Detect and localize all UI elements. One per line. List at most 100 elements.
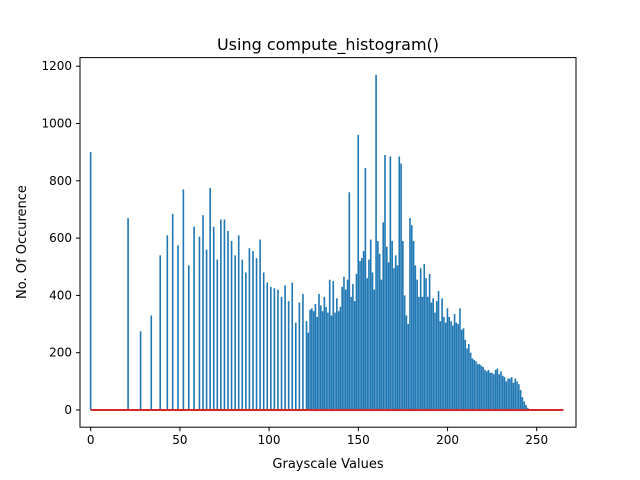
histogram-bar bbox=[446, 308, 449, 411]
histogram-bar bbox=[259, 239, 261, 410]
plot-frame bbox=[79, 57, 577, 428]
histogram-bar bbox=[248, 248, 251, 411]
histogram-bar bbox=[385, 246, 388, 411]
histogram-bar bbox=[284, 285, 286, 411]
histogram-bar bbox=[491, 372, 493, 411]
histogram-bar bbox=[443, 316, 445, 411]
histogram-bar bbox=[393, 268, 395, 411]
histogram-bar bbox=[466, 348, 468, 411]
histogram-bar bbox=[437, 291, 440, 411]
histogram-bar bbox=[476, 364, 479, 411]
histogram-bar bbox=[212, 226, 215, 411]
histogram-bar bbox=[139, 331, 142, 411]
histogram-bar bbox=[396, 265, 399, 411]
histogram-bar bbox=[209, 187, 211, 411]
histogram-bar bbox=[507, 378, 509, 411]
histogram-bar bbox=[410, 225, 413, 411]
histogram-bar bbox=[343, 276, 345, 411]
histogram-bar bbox=[377, 240, 379, 411]
y-axis-ticks: 0 200 400 600 800 1000 1200 bbox=[41, 59, 80, 417]
histogram-bar bbox=[359, 261, 361, 411]
histogram-bar bbox=[266, 282, 269, 411]
histogram-bar bbox=[421, 296, 424, 411]
histogram-bar bbox=[348, 192, 351, 411]
histogram-bar bbox=[384, 155, 386, 411]
y-tick-label: 800 bbox=[49, 174, 72, 188]
histogram-bar bbox=[409, 218, 411, 411]
histogram-bar bbox=[307, 332, 310, 411]
x-tick-label: 100 bbox=[258, 433, 281, 447]
histogram-bar bbox=[220, 219, 222, 411]
histogram-bar bbox=[344, 289, 347, 410]
histogram-bar bbox=[230, 240, 233, 411]
histogram-bar bbox=[489, 372, 492, 411]
histogram-bar bbox=[425, 278, 427, 411]
histogram-bar bbox=[460, 329, 463, 411]
histogram-bar bbox=[475, 361, 477, 411]
histogram-bar bbox=[444, 322, 447, 411]
histogram-bar bbox=[459, 308, 461, 411]
histogram-bar bbox=[435, 301, 438, 410]
histogram-bar bbox=[202, 215, 204, 411]
histogram-bar bbox=[332, 281, 335, 411]
bars-group bbox=[89, 74, 529, 411]
histogram-bar bbox=[496, 368, 499, 411]
histogram-bar bbox=[375, 74, 377, 411]
histogram-bar bbox=[171, 213, 174, 411]
histogram-bar bbox=[418, 296, 420, 411]
y-tick-label: 1000 bbox=[41, 116, 72, 130]
histogram-bar bbox=[334, 312, 336, 411]
histogram-bar bbox=[439, 321, 442, 411]
histogram-bar bbox=[241, 259, 244, 411]
histogram-bar bbox=[510, 377, 513, 411]
histogram-bar bbox=[309, 309, 311, 411]
histogram-bar bbox=[378, 253, 381, 411]
histogram-bar bbox=[427, 296, 429, 411]
x-tick-label: 0 bbox=[87, 433, 95, 447]
histogram-bar bbox=[519, 389, 522, 411]
histogram-bar bbox=[428, 273, 431, 411]
histogram-bar bbox=[432, 298, 434, 411]
histogram-bar bbox=[227, 230, 229, 411]
y-tick-label: 1200 bbox=[41, 59, 72, 73]
histogram-bar bbox=[514, 378, 517, 411]
histogram-bar bbox=[357, 134, 360, 411]
histogram-bar bbox=[493, 374, 495, 411]
histogram-bar bbox=[516, 381, 518, 411]
histogram-bar bbox=[318, 293, 320, 411]
histogram-bar bbox=[323, 296, 326, 411]
chart-title: Using compute_histogram() bbox=[217, 35, 439, 55]
histogram-bar bbox=[127, 218, 129, 411]
histogram-bar bbox=[419, 268, 422, 411]
histogram-bar bbox=[521, 397, 524, 411]
histogram-bar bbox=[487, 369, 490, 411]
histogram-bar bbox=[416, 279, 418, 411]
histogram-bar bbox=[394, 255, 397, 411]
histogram-bar bbox=[391, 240, 393, 411]
histogram-bar bbox=[187, 265, 190, 411]
histogram-bar bbox=[402, 240, 404, 411]
histogram-bar bbox=[462, 328, 465, 411]
histogram-bar bbox=[505, 381, 508, 411]
x-tick-label: 50 bbox=[172, 433, 187, 447]
x-axis-ticks: 0 50 100 150 200 250 bbox=[87, 427, 548, 447]
histogram-bar bbox=[450, 321, 452, 411]
histogram-bar bbox=[453, 314, 456, 411]
histogram-bar bbox=[364, 167, 367, 411]
histogram-bar bbox=[216, 259, 219, 411]
histogram-bar bbox=[193, 226, 195, 411]
histogram-bar bbox=[298, 302, 301, 411]
histogram-bar bbox=[455, 322, 458, 411]
histogram-bar bbox=[407, 324, 410, 411]
histogram-bar bbox=[468, 344, 470, 411]
histogram-bar bbox=[314, 304, 317, 411]
histogram-bar bbox=[255, 258, 258, 411]
histogram-bar bbox=[373, 289, 376, 410]
histogram-bar bbox=[405, 315, 408, 411]
histogram-bar bbox=[382, 222, 385, 411]
histogram-bar bbox=[452, 325, 454, 411]
histogram-bar bbox=[369, 239, 372, 410]
histogram-bar bbox=[341, 286, 343, 411]
histogram-bar bbox=[252, 251, 254, 411]
